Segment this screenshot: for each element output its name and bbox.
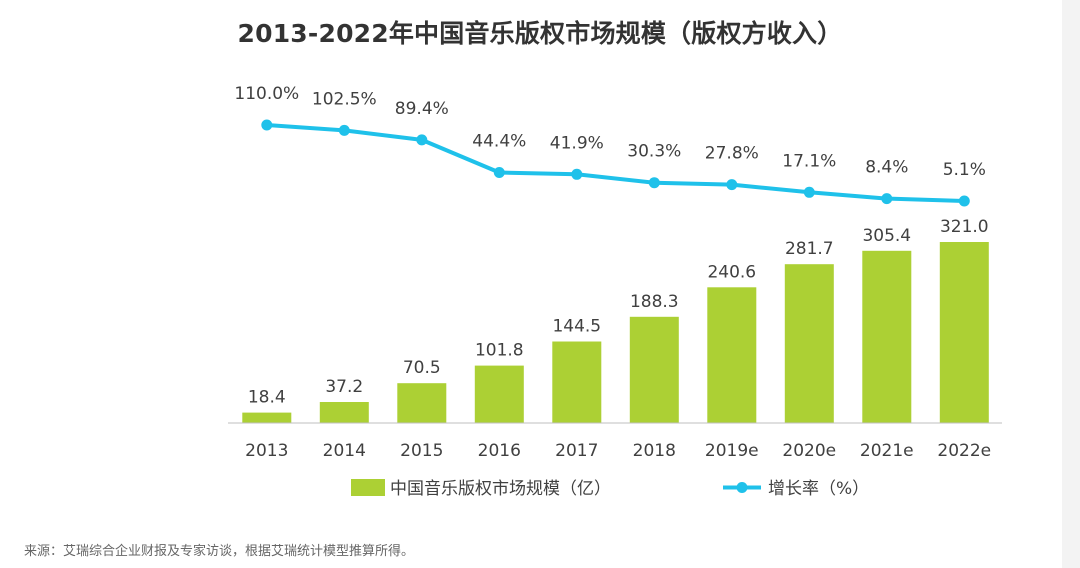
bar-2013 <box>242 412 292 423</box>
bar-2020e <box>784 264 834 423</box>
bar-2014 <box>319 402 369 423</box>
bar-2016 <box>474 365 524 423</box>
bar-label-2016: 101.8 <box>475 341 524 361</box>
bar-label-2019e: 240.6 <box>707 262 756 282</box>
bar-2015 <box>397 383 447 423</box>
growth-label-2017: 41.9% <box>550 133 604 153</box>
growth-label-2016: 44.4% <box>472 132 526 152</box>
growth-label-2020e: 17.1% <box>782 151 836 171</box>
x-tick-2019e: 2019e <box>705 441 759 461</box>
growth-rate-points <box>261 119 970 207</box>
page-edge-strip <box>1062 0 1080 568</box>
bar-label-2018: 188.3 <box>630 292 679 312</box>
bar-label-2013: 18.4 <box>248 388 286 408</box>
growth-point-2018 <box>648 177 660 189</box>
bar-2019e <box>707 287 757 423</box>
growth-point-2016 <box>493 167 505 178</box>
x-tick-labels: 2013 2014 2015 2016 2017 2018 2019e 2020e 2021e 2… <box>245 441 991 461</box>
growth-label-2013: 110.0% <box>234 84 299 104</box>
bar-2018 <box>629 316 679 423</box>
growth-point-2015 <box>416 134 428 146</box>
growth-label-2019e: 27.8% <box>705 144 759 164</box>
growth-rate-labels: 110.0% 102.5% 89.4% 44.4% 41.9% 30.3% 27.8% 17.… <box>234 84 986 180</box>
bar-label-2015: 70.5 <box>403 358 441 378</box>
bar-2022e <box>939 242 989 423</box>
legend-bar-label: 中国音乐版权市场规模（亿） <box>390 479 611 499</box>
growth-label-2014: 102.5% <box>312 89 377 109</box>
x-tick-2020e: 2020e <box>782 441 836 461</box>
growth-label-2015: 89.4% <box>395 99 449 119</box>
growth-point-2020e <box>803 186 815 198</box>
bar-2021e <box>862 250 912 423</box>
bar-2017 <box>552 341 602 423</box>
x-tick-2015: 2015 <box>400 441 443 461</box>
growth-rate-line <box>264 123 967 203</box>
growth-point-2014 <box>338 124 350 136</box>
chart-title: 2013-2022年中国音乐版权市场规模（版权方收入） <box>237 19 843 48</box>
x-tick-2018: 2018 <box>633 441 676 461</box>
growth-label-2021e: 8.4% <box>865 158 908 178</box>
x-tick-2014: 2014 <box>323 441 366 461</box>
bar-label-2014: 37.2 <box>325 377 363 397</box>
growth-point-2013 <box>261 119 273 131</box>
source-note: 来源：艾瑞综合企业财报及专家访谈，根据艾瑞统计模型推算所得。 <box>24 544 415 559</box>
growth-point-2022e <box>958 195 970 207</box>
bar-labels: 18.4 37.2 70.5 101.8 144.5 188.3 240.6 281.7 305… <box>248 217 989 408</box>
legend: 中国音乐版权市场规模（亿） 增长率（%） <box>351 479 869 499</box>
legend-line-label: 增长率（%） <box>768 479 869 499</box>
bar-label-2017: 144.5 <box>552 317 601 337</box>
growth-label-2022e: 5.1% <box>943 160 986 180</box>
x-tick-2021e: 2021e <box>860 441 914 461</box>
growth-point-2021e <box>881 193 893 205</box>
x-tick-2017: 2017 <box>555 441 598 461</box>
x-tick-2013: 2013 <box>245 441 288 461</box>
growth-point-2019e <box>726 179 738 191</box>
bar-label-2020e: 281.7 <box>785 239 834 259</box>
x-tick-2016: 2016 <box>478 441 521 461</box>
growth-label-2018: 30.3% <box>627 142 681 162</box>
x-tick-2022e: 2022e <box>937 441 991 461</box>
bar-label-2022e: 321.0 <box>940 217 989 237</box>
growth-point-2017 <box>571 168 583 180</box>
bar-label-2021e: 305.4 <box>862 226 911 246</box>
bar-series <box>242 242 989 423</box>
legend-bar-swatch <box>351 479 385 496</box>
legend-line-marker <box>736 482 748 493</box>
